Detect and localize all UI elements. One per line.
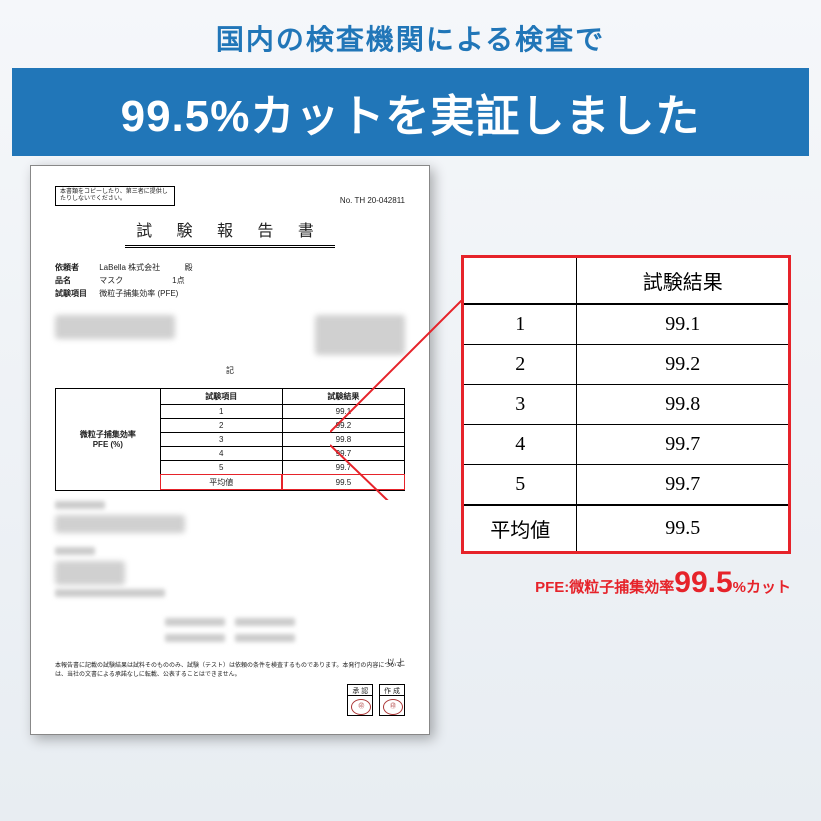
table-row: 199.1 (463, 304, 790, 345)
table-row: 599.7 (463, 465, 790, 506)
callout-table: 試験結果 199.1 299.2 399.8 499.7 599.7 平均値99… (461, 255, 791, 554)
report-document: 本書類をコピーしたり、第三者に提供したりしないでください。 No. TH 20-… (30, 165, 430, 735)
table-row: 399.8 (463, 385, 790, 425)
doc-footnote: 本報告書に記載の試験結果は試料そのもののみ、試験（テスト）は依頼の条件を検査する… (55, 660, 405, 678)
main-heading: 99.5%カットを実証しました (12, 68, 809, 156)
table-row: 499.7 (463, 425, 790, 465)
results-callout: 試験結果 199.1 299.2 399.8 499.7 599.7 平均値99… (461, 255, 791, 600)
doc-meta: 依頼者 LaBella 株式会社 殿 品名 マスク 1点 試験項目 微粒子捕集効… (55, 262, 405, 300)
callout-caption: PFE:微粒子捕集効率99.5%カット (461, 566, 791, 600)
approval-stamps: 承 認㊞ 作 成㊞ (55, 684, 405, 718)
subheading: 国内の検査機関による検査で (0, 18, 821, 58)
doc-title: 試 験 報 告 書 (55, 217, 405, 241)
table-row: 299.2 (463, 345, 790, 385)
table-row-avg: 平均値99.5 (463, 505, 790, 553)
doc-results-table: 微粒子捕集効率 PFE (%) 試験項目試験結果 199.1 299.2 399… (55, 388, 405, 491)
